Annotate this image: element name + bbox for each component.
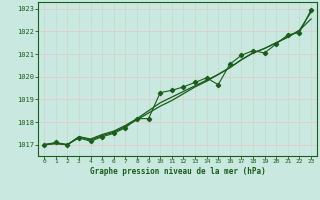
X-axis label: Graphe pression niveau de la mer (hPa): Graphe pression niveau de la mer (hPa) [90, 167, 266, 176]
